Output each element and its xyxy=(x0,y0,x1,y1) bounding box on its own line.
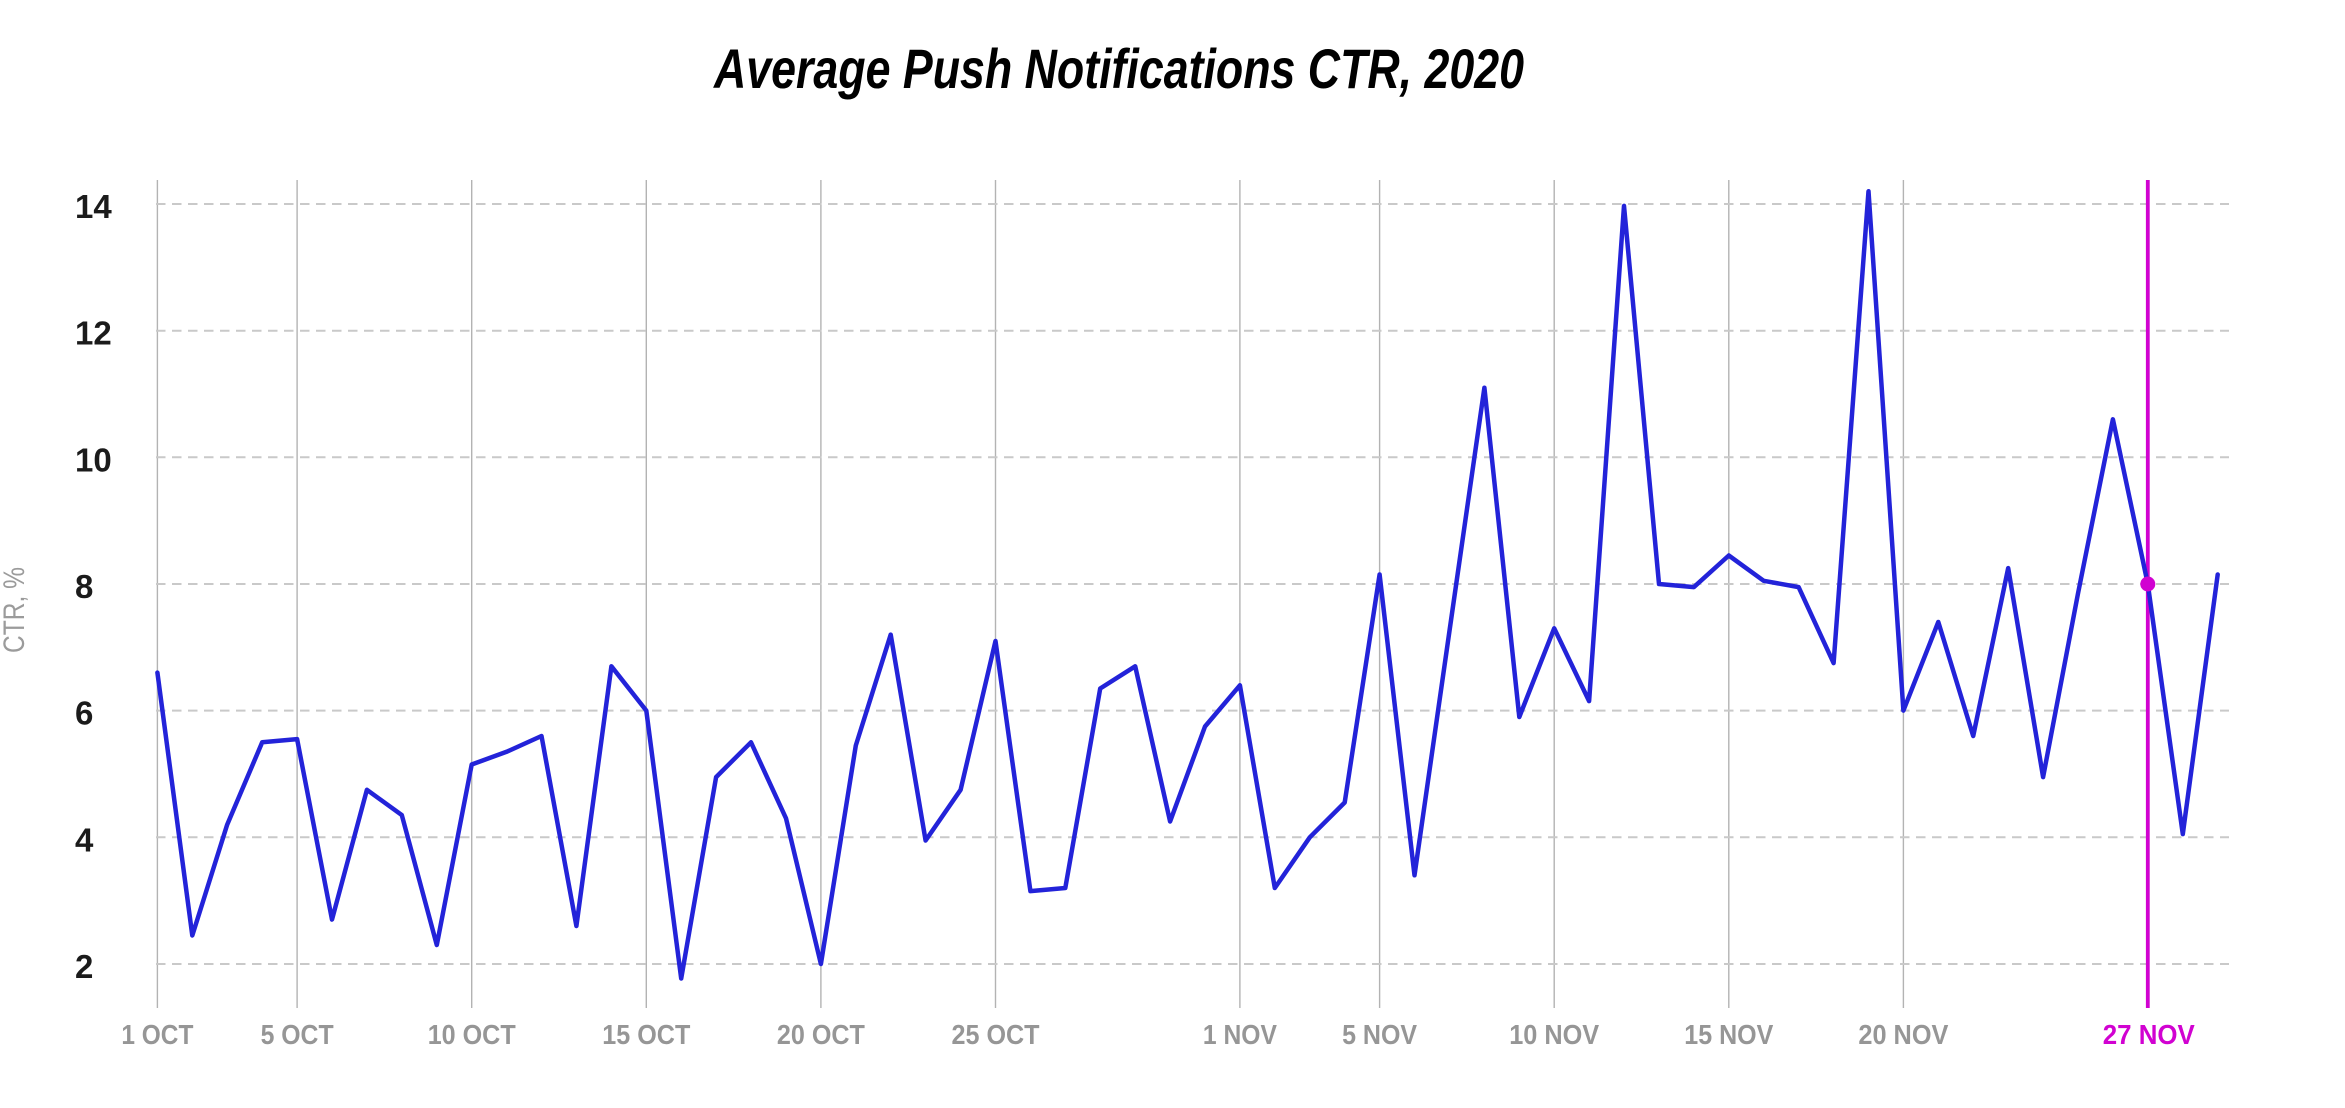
svg-text:10 OCT: 10 OCT xyxy=(428,1019,516,1050)
svg-text:27 NOV: 27 NOV xyxy=(2103,1019,2195,1050)
svg-text:15 NOV: 15 NOV xyxy=(1684,1019,1773,1050)
svg-text:2: 2 xyxy=(75,948,93,985)
svg-text:12: 12 xyxy=(75,315,112,352)
svg-text:20 NOV: 20 NOV xyxy=(1858,1019,1948,1050)
svg-text:CTR, %: CTR, % xyxy=(0,567,31,653)
svg-text:10 NOV: 10 NOV xyxy=(1509,1019,1599,1050)
svg-text:4: 4 xyxy=(75,821,94,858)
svg-text:8: 8 xyxy=(75,568,93,605)
svg-text:5 OCT: 5 OCT xyxy=(261,1019,334,1050)
svg-text:5 NOV: 5 NOV xyxy=(1342,1019,1417,1050)
svg-text:25 OCT: 25 OCT xyxy=(952,1019,1040,1050)
svg-text:Average Push Notifications CTR: Average Push Notifications CTR, 2020 xyxy=(712,37,1524,100)
svg-text:10: 10 xyxy=(75,441,112,478)
svg-text:1 NOV: 1 NOV xyxy=(1203,1019,1277,1050)
svg-text:1 OCT: 1 OCT xyxy=(121,1019,193,1050)
svg-text:15 OCT: 15 OCT xyxy=(602,1019,690,1050)
svg-text:6: 6 xyxy=(75,695,93,732)
svg-text:14: 14 xyxy=(75,188,112,225)
svg-text:20 OCT: 20 OCT xyxy=(777,1019,865,1050)
